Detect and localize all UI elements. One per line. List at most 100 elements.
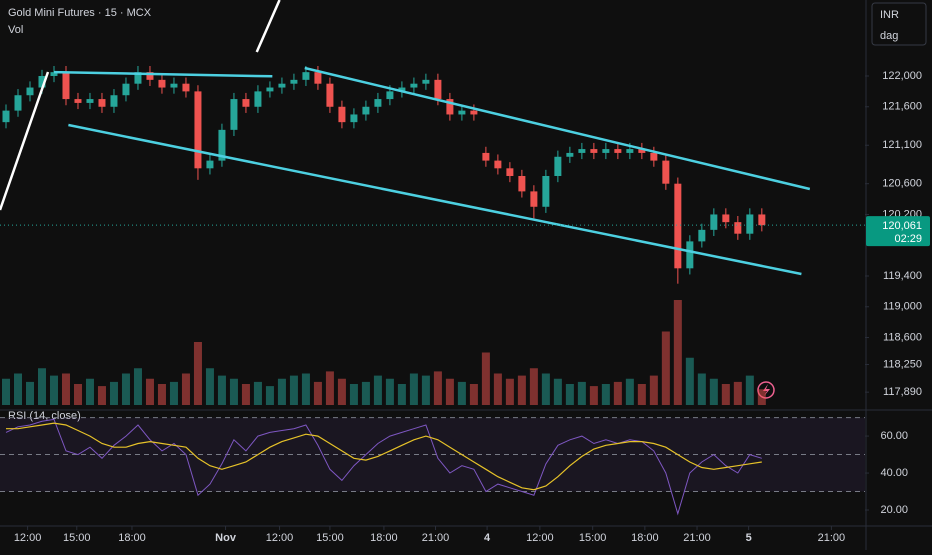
chart-title: Gold Mini Futures · 15 · MCX: [8, 7, 152, 19]
currency[interactable]: INR: [880, 9, 899, 21]
y-tick-label: 121,100: [882, 139, 922, 151]
candle-body: [362, 106, 370, 115]
volume-bar: [685, 357, 694, 405]
candle-body: [206, 160, 214, 169]
y-tick-label: 120,600: [882, 178, 922, 190]
x-tick-label: 15:00: [579, 532, 607, 544]
candle-body: [722, 214, 730, 223]
volume-bar: [349, 384, 358, 405]
candle-body: [266, 87, 274, 92]
volume-bar: [481, 352, 490, 405]
volume-bar: [373, 375, 382, 405]
volume-bar: [193, 342, 202, 405]
x-tick-label: 15:00: [63, 532, 91, 544]
candle-body: [482, 152, 490, 161]
candle-body: [110, 95, 118, 107]
candle-body: [518, 176, 526, 192]
candle-body: [98, 99, 106, 107]
candle-body: [326, 83, 334, 107]
volume-bar: [241, 384, 250, 405]
alert-bolt[interactable]: [763, 384, 770, 396]
candle-body: [14, 95, 22, 111]
candle-body: [2, 110, 10, 123]
y-tick-label: 122,000: [882, 70, 922, 82]
volume-bar: [613, 381, 622, 405]
rsi-tick-label: 20.00: [880, 504, 908, 516]
candle-body: [290, 79, 298, 84]
volume-bar: [169, 381, 178, 405]
volume-bar: [1, 378, 10, 405]
volume-bar: [469, 384, 478, 405]
volume-bar: [73, 384, 82, 405]
candle-body: [470, 110, 478, 115]
x-tick-label: 18:00: [370, 532, 398, 544]
volume-bar: [733, 381, 742, 405]
volume-bar: [337, 378, 346, 405]
candle-body: [302, 72, 310, 80]
candle-body: [170, 83, 178, 88]
candle-body: [650, 152, 658, 161]
volume-bar: [109, 381, 118, 405]
volume-bar: [625, 378, 634, 405]
volume-bar: [205, 368, 214, 405]
candle-body: [614, 149, 622, 153]
candle-body: [686, 241, 694, 269]
trend-line: [255, 0, 281, 53]
volume-bar: [265, 386, 274, 405]
volume-bar: [85, 378, 94, 405]
candle-body: [158, 79, 166, 88]
volume-bar: [553, 378, 562, 405]
candle-body: [278, 83, 286, 88]
y-tick-label: 117,890: [883, 386, 922, 398]
volume-bar: [325, 371, 334, 405]
volume-bar: [157, 384, 166, 405]
volume-bar: [217, 375, 226, 405]
volume-bar: [541, 373, 550, 405]
volume-bar: [97, 386, 106, 405]
candle-body: [746, 214, 754, 234]
candle-body: [434, 79, 442, 100]
volume-bar: [709, 378, 718, 405]
volume-bar: [181, 373, 190, 405]
volume-bar: [493, 373, 502, 405]
last-price-label: 120,061: [882, 220, 922, 232]
x-tick-label: 21:00: [422, 532, 450, 544]
x-tick-label: 12:00: [14, 532, 42, 544]
candle-body: [698, 229, 706, 242]
x-tick-label: 21:00: [683, 532, 711, 544]
volume-bar: [637, 384, 646, 405]
candle-body: [674, 183, 682, 269]
volume-bar: [409, 373, 418, 405]
rsi-label: RSI (14, close): [8, 410, 81, 422]
volume-bar: [421, 375, 430, 405]
rsi-tick-label: 60.00: [880, 430, 908, 442]
volume-bar: [697, 373, 706, 405]
volume-bar: [121, 373, 130, 405]
candle-body: [602, 149, 610, 153]
volume-bar: [673, 300, 682, 405]
y-tick-label: 118,250: [883, 358, 922, 370]
volume-bar: [589, 386, 598, 405]
trend-line: [304, 66, 811, 191]
last-price-box: [866, 216, 930, 247]
x-tick-label: 5: [746, 532, 752, 544]
interval[interactable]: dag: [880, 30, 898, 42]
candle-body: [74, 99, 82, 103]
volume-bar: [577, 381, 586, 405]
candle-body: [638, 149, 646, 153]
candle-body: [446, 99, 454, 115]
candle-body: [314, 72, 322, 84]
candle-body: [386, 91, 394, 100]
volume-bar: [301, 373, 310, 405]
y-tick-label: 118,600: [883, 331, 922, 343]
candle-body: [50, 72, 58, 76]
candle-body: [398, 87, 406, 92]
candle-body: [494, 160, 502, 169]
x-tick-label: 12:00: [266, 532, 294, 544]
volume-bar: [445, 378, 454, 405]
candle-body: [566, 152, 574, 157]
candle-body: [62, 72, 70, 100]
currency-box[interactable]: [871, 2, 927, 46]
candle-body: [182, 83, 190, 92]
